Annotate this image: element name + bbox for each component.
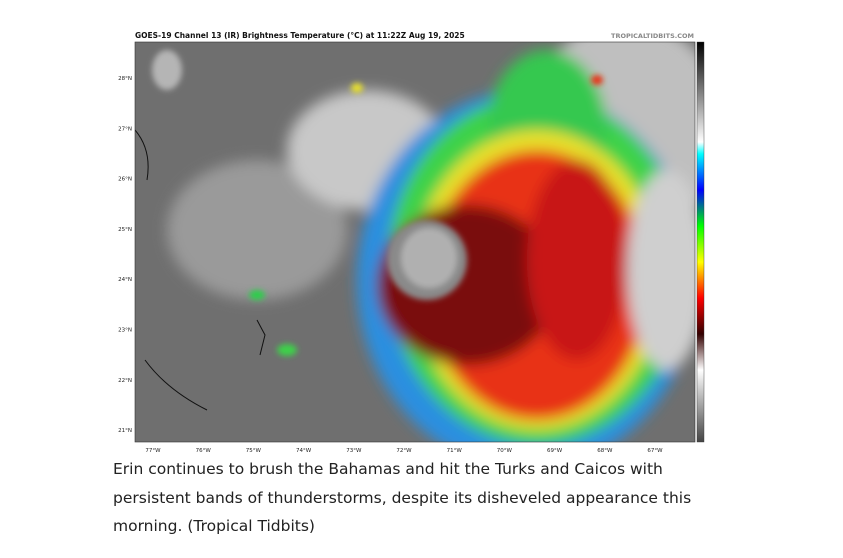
lat-label: 28°N bbox=[118, 76, 132, 82]
lon-label: 67°W bbox=[647, 448, 663, 452]
lon-label: 72°W bbox=[396, 448, 412, 452]
satellite-figure: GOES-19 Channel 13 (IR) Brightness Tempe… bbox=[118, 31, 705, 452]
lon-label: 74°W bbox=[296, 448, 312, 452]
lon-label: 69°W bbox=[547, 448, 563, 452]
lat-label: 22°N bbox=[118, 378, 132, 384]
lon-label: 75°W bbox=[246, 448, 262, 452]
lat-label: 23°N bbox=[118, 328, 132, 334]
satellite-image bbox=[135, 42, 695, 442]
lon-label: 77°W bbox=[145, 448, 161, 452]
lon-label: 73°W bbox=[346, 448, 362, 452]
lon-label: 71°W bbox=[447, 448, 463, 452]
caption: Erin continues to brush the Bahamas and … bbox=[113, 460, 692, 535]
lat-label: 26°N bbox=[118, 177, 132, 183]
lon-label: 70°W bbox=[497, 448, 513, 452]
lat-label: 25°N bbox=[118, 227, 132, 233]
figure-credit: TROPICALTIDBITS.COM bbox=[611, 32, 694, 40]
lat-label: 27°N bbox=[118, 126, 132, 132]
lon-label: 76°W bbox=[196, 448, 212, 452]
lon-label: 68°W bbox=[597, 448, 613, 452]
figure-title: GOES-19 Channel 13 (IR) Brightness Tempe… bbox=[135, 31, 465, 40]
lat-label: 21°N bbox=[118, 428, 132, 434]
lat-label: 24°N bbox=[118, 277, 132, 283]
colorbar bbox=[696, 41, 705, 443]
